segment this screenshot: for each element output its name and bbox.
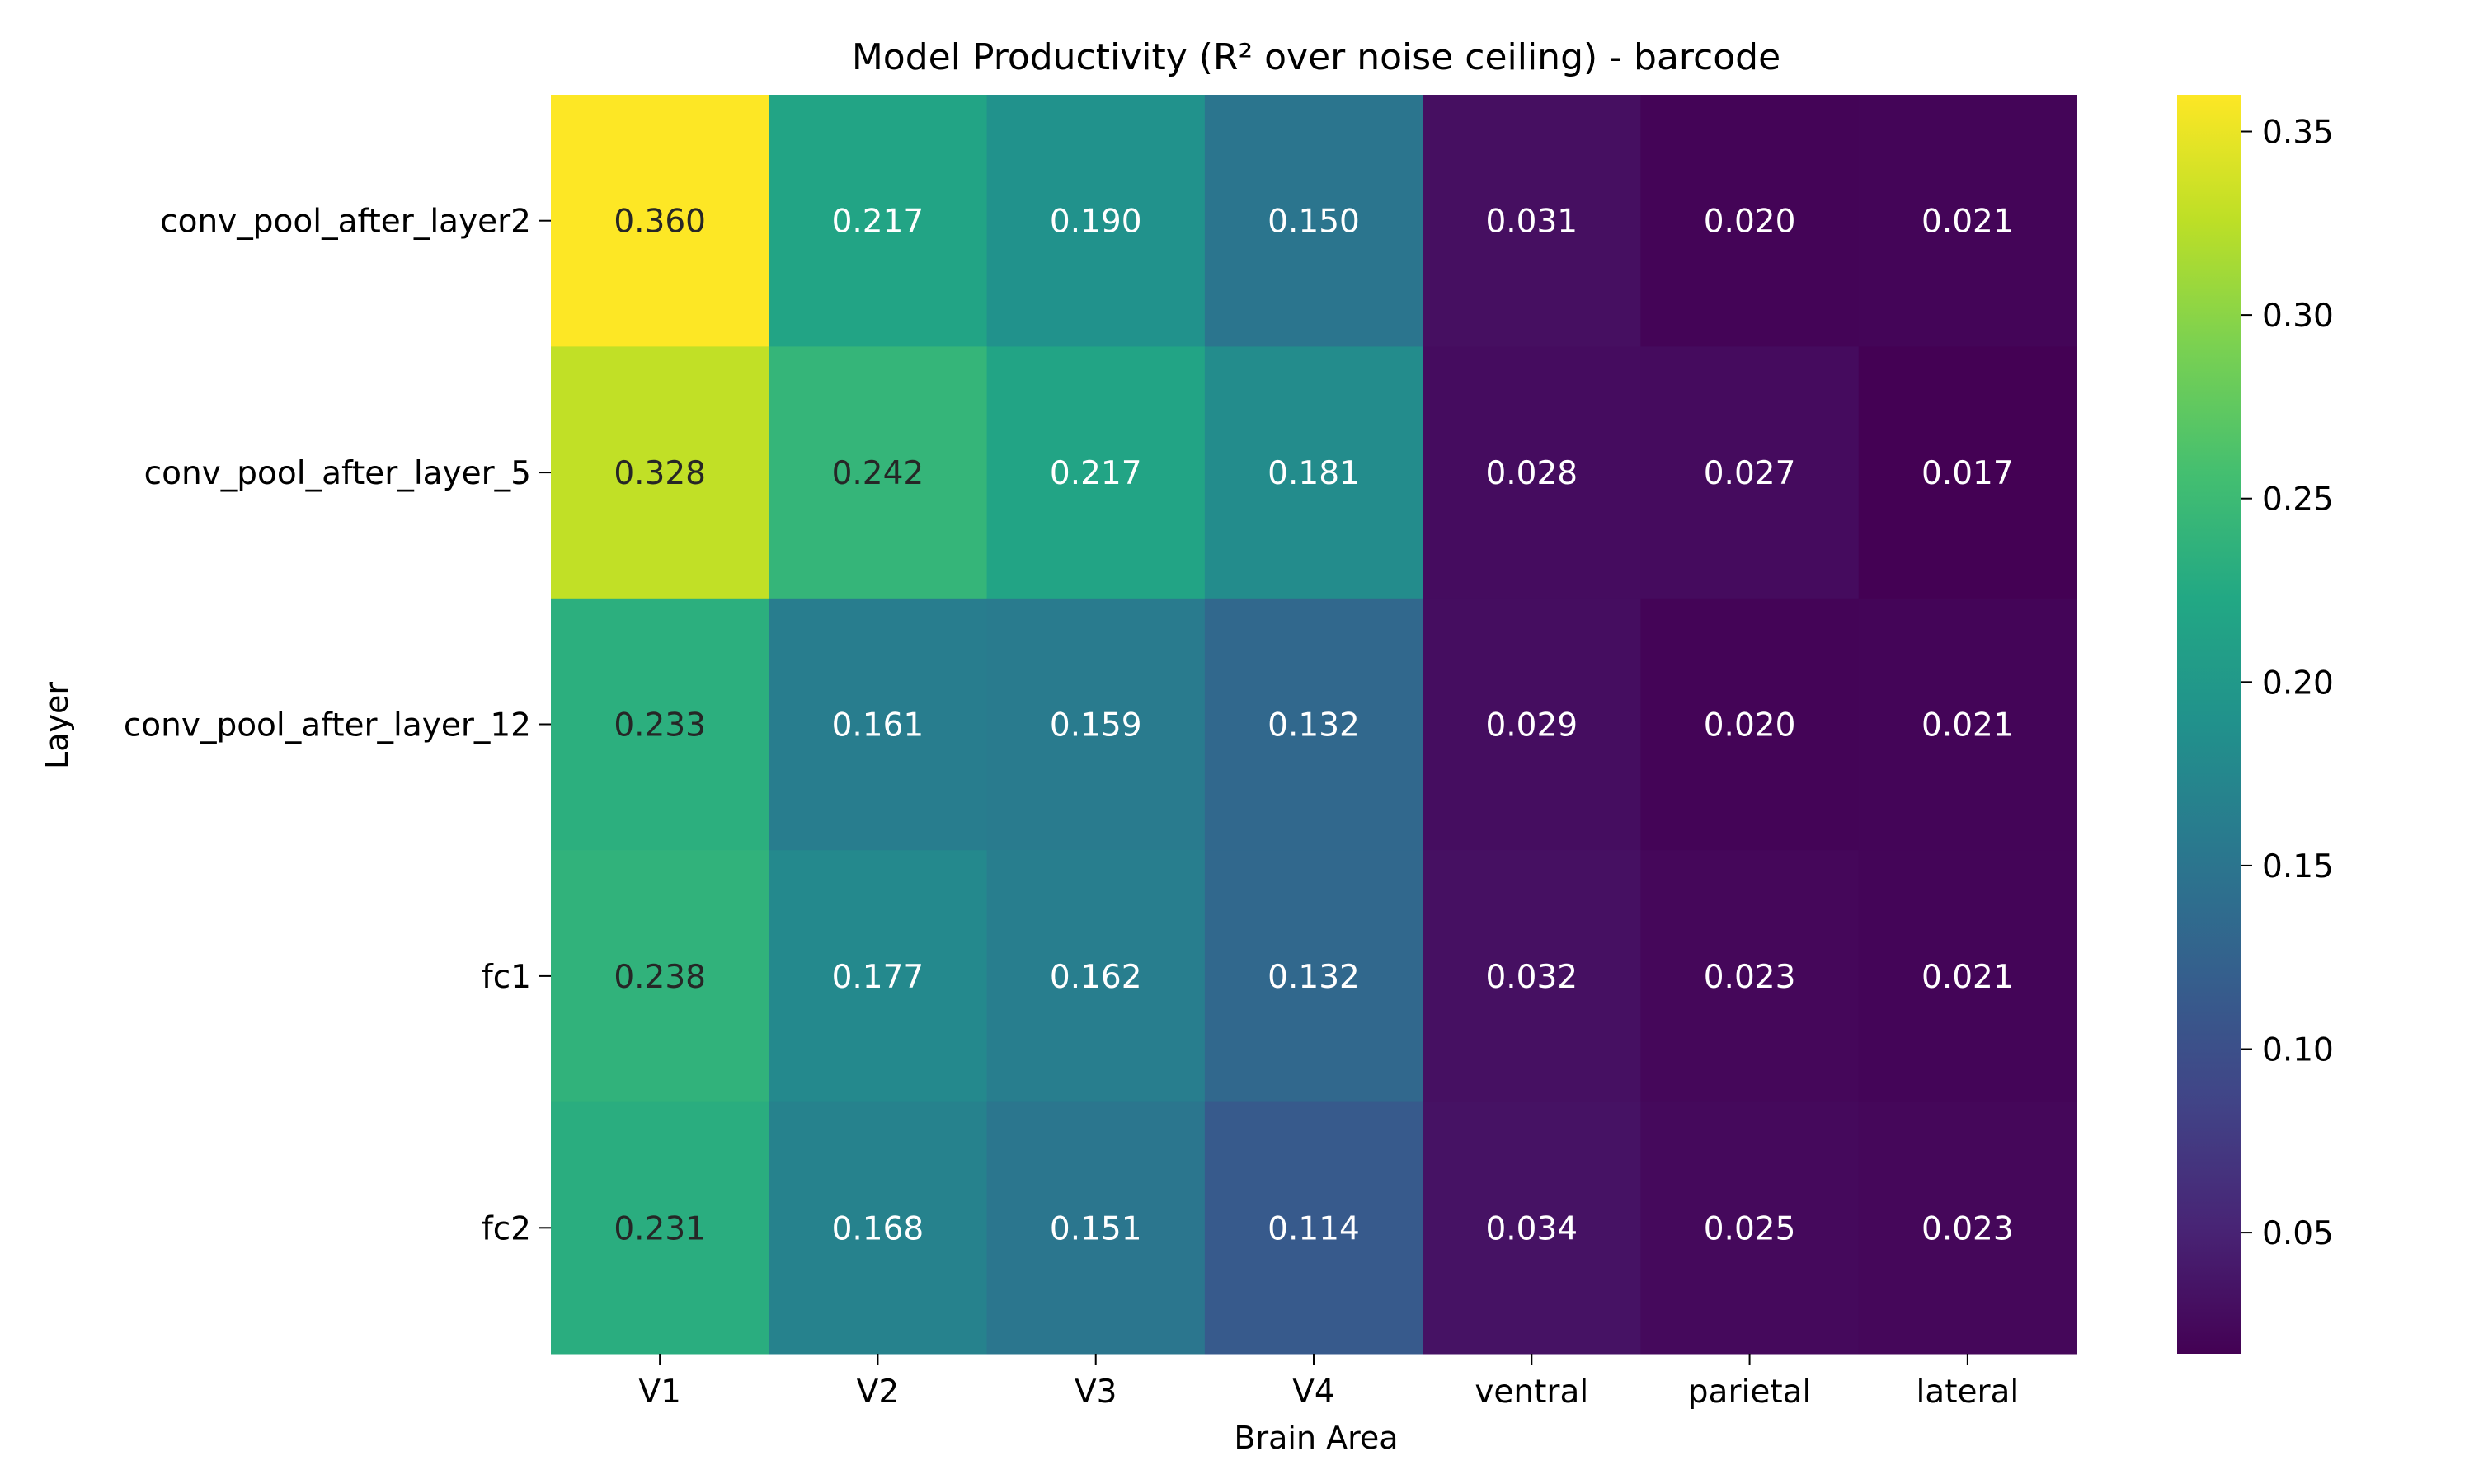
cell-value-label: 0.181 (1268, 455, 1360, 492)
heatmap-cell (1204, 1101, 1423, 1355)
colorbar-tick-label: 0.25 (2262, 481, 2334, 519)
cell-value-label: 0.231 (614, 1210, 706, 1247)
chart-title: Model Productivity (R² over noise ceilin… (852, 36, 1780, 78)
y-axis-label: Layer (39, 682, 75, 769)
x-tick-label: ventral (1475, 1374, 1588, 1411)
cell-value-label: 0.114 (1268, 1210, 1360, 1247)
cell-value-label: 0.028 (1485, 455, 1578, 492)
heatmap-cell (551, 598, 769, 851)
heatmap-cell (986, 1101, 1206, 1355)
colorbar-tick-label: 0.35 (2262, 115, 2334, 152)
colorbar-tick-label: 0.30 (2262, 298, 2334, 335)
heatmap-cell (1640, 1101, 1860, 1355)
cell-value-label: 0.360 (614, 204, 706, 241)
colorbar-ticks: 0.05 0.10 0.15 0.20 0.25 0.30 0.35 (2241, 115, 2334, 1252)
heatmap-cell (551, 95, 769, 347)
heatmap-cell (769, 346, 988, 599)
cell-value-label: 0.032 (1485, 959, 1578, 996)
heatmap-cell (1858, 1101, 2077, 1355)
heatmap-cell (1858, 346, 2077, 599)
y-tick-label: conv_pool_after_layer_5 (144, 455, 531, 492)
heatmap-cell (986, 598, 1206, 851)
y-tick-label: fc1 (482, 959, 531, 996)
cell-value-label: 0.017 (1921, 455, 2014, 492)
cell-value-label: 0.159 (1050, 707, 1142, 744)
cell-value-label: 0.034 (1485, 1210, 1578, 1247)
colorbar-tick-label: 0.05 (2262, 1215, 2334, 1252)
cell-value-label: 0.023 (1704, 959, 1796, 996)
heatmap-cell (1640, 346, 1860, 599)
y-axis-ticks: conv_pool_after_layer2 conv_pool_after_la… (124, 204, 551, 1247)
x-tick-label: V1 (638, 1374, 681, 1411)
x-tick-label: lateral (1916, 1374, 2019, 1411)
cell-value-label: 0.020 (1704, 204, 1796, 241)
heatmap-cell (1640, 95, 1860, 347)
x-tick-label: parietal (1688, 1374, 1812, 1411)
cell-value-label: 0.023 (1921, 1210, 2014, 1247)
cell-annotations: 0.360 0.217 0.190 0.150 0.031 0.020 0.021 0.328… (614, 204, 2013, 1248)
cell-value-label: 0.233 (614, 707, 706, 744)
cell-value-label: 0.168 (832, 1210, 924, 1247)
heatmap-cell (769, 1101, 988, 1355)
heatmap-cell (551, 850, 769, 1103)
cell-value-label: 0.021 (1921, 707, 2014, 744)
cell-value-label: 0.021 (1921, 959, 2014, 996)
heatmap-cell (769, 598, 988, 851)
heatmap-cell (769, 850, 988, 1103)
heatmap-cell (1640, 850, 1860, 1103)
cell-value-label: 0.217 (1050, 455, 1142, 492)
cell-value-label: 0.190 (1050, 204, 1142, 241)
cell-value-label: 0.217 (832, 204, 924, 241)
heatmap-cell (986, 95, 1206, 347)
cell-value-label: 0.021 (1921, 204, 2014, 241)
cell-value-label: 0.150 (1268, 204, 1360, 241)
x-axis-label: Brain Area (1234, 1420, 1398, 1456)
y-tick-label: fc2 (482, 1210, 531, 1247)
x-tick-label: V3 (1075, 1374, 1117, 1411)
y-tick-label: conv_pool_after_layer_12 (124, 707, 531, 744)
x-tick-label: V4 (1292, 1374, 1335, 1411)
cell-value-label: 0.162 (1050, 959, 1142, 996)
heatmap-cell (551, 346, 769, 599)
cell-value-label: 0.031 (1485, 204, 1578, 241)
cell-value-label: 0.161 (832, 707, 924, 744)
heatmap-cell (769, 95, 988, 347)
heatmap-cells (551, 95, 2077, 1355)
cell-value-label: 0.020 (1704, 707, 1796, 744)
heatmap-cell (551, 1101, 769, 1355)
colorbar-tick-label: 0.20 (2262, 665, 2334, 702)
heatmap-cell (1204, 598, 1423, 851)
cell-value-label: 0.132 (1268, 707, 1360, 744)
heatmap-cell (1423, 1101, 1641, 1355)
colorbar (2177, 95, 2241, 1354)
cell-value-label: 0.027 (1704, 455, 1796, 492)
x-tick-label: V2 (857, 1374, 900, 1411)
cell-value-label: 0.242 (832, 455, 924, 492)
heatmap-cell (1858, 850, 2077, 1103)
cell-value-label: 0.029 (1485, 707, 1578, 744)
cell-value-label: 0.328 (614, 455, 706, 492)
colorbar-tick-label: 0.10 (2262, 1031, 2334, 1068)
heatmap-cell (1423, 850, 1641, 1103)
heatmap-cell (1423, 346, 1641, 599)
heatmap-cell (1858, 95, 2077, 347)
heatmap-cell (1204, 346, 1423, 599)
heatmap-cell (1423, 95, 1641, 347)
heatmap-cell (986, 346, 1206, 599)
heatmap-cell (1640, 598, 1860, 851)
cell-value-label: 0.238 (614, 959, 706, 996)
cell-value-label: 0.132 (1268, 959, 1360, 996)
heatmap-cell (1423, 598, 1641, 851)
heatmap-cell (1858, 598, 2077, 851)
heatmap-cell (1204, 850, 1423, 1103)
y-tick-label: conv_pool_after_layer2 (160, 204, 531, 241)
x-axis-ticks: V1 V2 V3 V4 ventral parietal lateral (638, 1354, 2019, 1411)
heatmap-cell (1204, 95, 1423, 347)
cell-value-label: 0.151 (1050, 1210, 1142, 1247)
colorbar-tick-label: 0.15 (2262, 848, 2334, 885)
cell-value-label: 0.177 (832, 959, 924, 996)
heatmap-cell (986, 850, 1206, 1103)
cell-value-label: 0.025 (1704, 1210, 1796, 1247)
